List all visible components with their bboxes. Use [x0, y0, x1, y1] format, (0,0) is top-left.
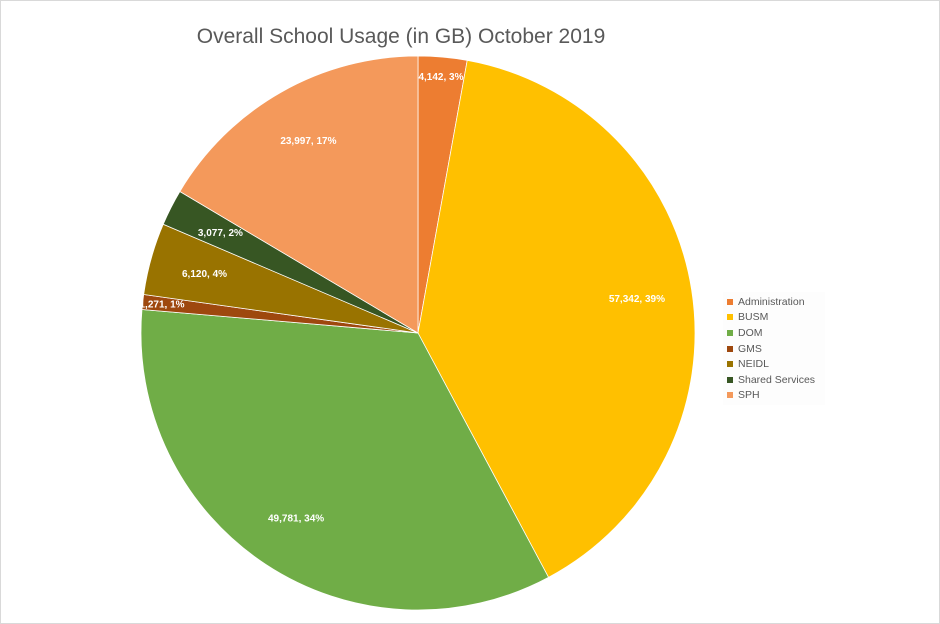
legend-swatch	[727, 392, 733, 399]
legend-label: SPH	[738, 389, 760, 402]
legend-swatch	[727, 329, 733, 336]
data-label-busm: 57,342, 39%	[609, 294, 665, 305]
legend-label: Shared Services	[738, 373, 816, 386]
pie-slice-sph	[179, 55, 419, 334]
legend-label: Administration	[738, 295, 805, 308]
data-label-shared-services: 3,077, 2%	[198, 228, 243, 239]
legend-swatch	[727, 376, 733, 383]
legend-label: NEIDL	[738, 358, 769, 371]
chart-title: Overall School Usage (in GB) October 201…	[196, 25, 606, 48]
legend-item-shared-services: Shared Services	[727, 372, 825, 388]
legend-label: DOM	[738, 326, 763, 339]
data-label-administration: 4,142, 3%	[418, 72, 463, 83]
pie-slice-busm	[417, 59, 696, 578]
data-label-sph: 23,997, 17%	[280, 136, 336, 147]
pie-slice-dom	[140, 309, 550, 611]
legend-item-dom: DOM	[727, 325, 825, 341]
legend-swatch	[727, 314, 733, 321]
legend-swatch	[727, 361, 733, 368]
legend: Administration BUSM DOM GMS NEIDL Shared Serv…	[723, 292, 825, 406]
legend-item-administration: Administration	[727, 294, 825, 310]
legend-item-sph: SPH	[727, 388, 825, 404]
data-label-dom: 49,781, 34%	[268, 514, 324, 525]
legend-swatch	[727, 298, 733, 305]
legend-label: GMS	[738, 342, 762, 355]
legend-item-neidl: NEIDL	[727, 356, 825, 372]
data-label-gms: 1,271, 1%	[139, 300, 184, 311]
legend-item-busm: BUSM	[727, 310, 825, 326]
legend-item-gms: GMS	[727, 341, 825, 357]
legend-swatch	[727, 345, 733, 352]
data-label-neidl: 6,120, 4%	[182, 269, 227, 280]
legend-label: BUSM	[738, 311, 769, 324]
